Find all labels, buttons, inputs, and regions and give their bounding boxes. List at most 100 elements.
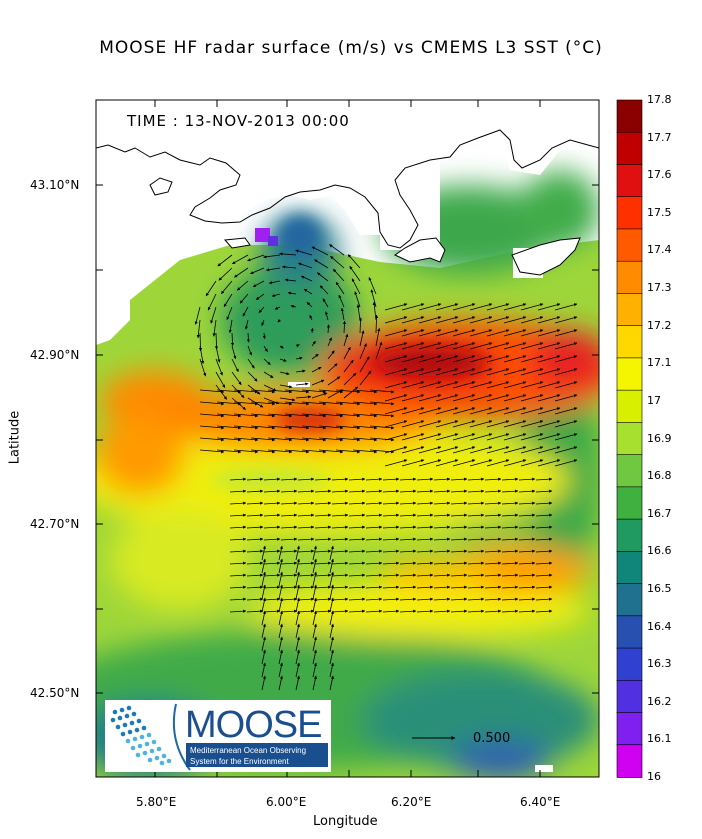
current-vector: [261, 558, 266, 574]
current-vector: [280, 609, 298, 613]
current-vector: [261, 649, 266, 665]
current-vector: [435, 355, 459, 363]
current-vector: [486, 329, 510, 337]
current-vector: [348, 549, 366, 553]
sst-field: [96, 100, 599, 777]
current-vector: [467, 609, 485, 613]
current-vector: [365, 525, 383, 529]
current-vector: [469, 446, 493, 454]
current-vector: [518, 585, 536, 589]
current-vector: [433, 537, 451, 541]
current-vector: [399, 501, 417, 505]
current-vector: [312, 610, 317, 626]
current-vector: [469, 329, 493, 337]
current-vector: [199, 389, 225, 394]
current-vector: [278, 571, 283, 587]
current-vector: [399, 597, 417, 601]
current-vector: [327, 337, 332, 347]
x-tick-label: 6.20°E: [391, 795, 432, 809]
current-vector: [231, 345, 237, 360]
current-vector: [484, 501, 502, 505]
current-vector: [229, 549, 247, 553]
current-vector: [220, 280, 233, 295]
current-vector: [278, 623, 283, 639]
current-vector: [399, 537, 417, 541]
current-vector: [382, 549, 400, 553]
current-vector: [263, 384, 277, 392]
current-vector: [287, 291, 297, 295]
colorbar-tick-label: 17.5: [647, 205, 672, 219]
current-vector: [263, 525, 281, 529]
current-vector: [503, 420, 527, 428]
current-vector: [330, 255, 345, 269]
current-vector: [280, 561, 298, 565]
current-vector: [503, 342, 527, 350]
current-vector: [486, 394, 510, 402]
current-vector: [295, 649, 300, 665]
current-vector: [433, 585, 451, 589]
current-vector: [215, 371, 226, 388]
current-vector: [433, 549, 451, 553]
current-vector: [435, 459, 459, 467]
current-vector: [263, 513, 281, 517]
current-vector: [518, 489, 536, 493]
current-vector: [452, 446, 476, 454]
current-vector: [399, 477, 417, 481]
current-vector: [331, 537, 349, 541]
current-vector: [216, 413, 242, 418]
current-vector: [263, 501, 281, 505]
current-vector: [229, 513, 247, 517]
chart-title: MOOSE HF radar surface (m/s) vs CMEMS L3…: [99, 38, 603, 58]
current-vector: [352, 413, 378, 418]
current-vector: [279, 397, 296, 402]
current-vector: [261, 636, 266, 652]
current-vector: [278, 584, 283, 600]
current-vector: [433, 501, 451, 505]
current-vector: [375, 341, 383, 360]
current-vector: [196, 319, 201, 339]
current-vector: [314, 537, 332, 541]
current-vector: [216, 425, 242, 430]
colorbar-swatch: [616, 131, 643, 166]
current-vector: [433, 513, 451, 517]
current-vector: [311, 366, 322, 373]
current-vector: [433, 489, 451, 493]
current-vector: [418, 433, 442, 441]
current-vector: [535, 609, 553, 613]
current-vector: [284, 449, 310, 454]
current-vector: [384, 420, 408, 428]
current-vector: [359, 343, 367, 360]
current-vector: [263, 477, 281, 481]
current-vector: [246, 489, 264, 493]
current-vector: [554, 433, 578, 441]
current-vector: [486, 459, 510, 467]
colorbar: [616, 99, 643, 778]
current-vector: [246, 549, 264, 553]
current-vector: [484, 549, 502, 553]
current-vector: [450, 513, 468, 517]
current-vector: [329, 649, 334, 665]
current-vector: [312, 571, 317, 587]
current-vector: [244, 319, 249, 330]
current-vector: [401, 420, 425, 428]
current-vector: [486, 433, 510, 441]
current-vector: [279, 252, 297, 256]
current-vector: [246, 537, 264, 541]
current-vector: [312, 558, 317, 574]
current-vector: [311, 379, 325, 386]
current-vector: [295, 395, 312, 399]
current-vector: [332, 268, 345, 282]
current-vector: [343, 346, 351, 360]
current-vector: [215, 345, 221, 363]
current-vector: [401, 446, 425, 454]
current-vector: [194, 306, 201, 325]
current-vector: [433, 477, 451, 481]
colorbar-tick-label: 17.7: [647, 130, 672, 144]
current-vector: [486, 303, 510, 311]
current-vector: [416, 597, 434, 601]
current-vector: [284, 389, 310, 394]
current-vector: [301, 401, 327, 406]
current-vector: [435, 316, 459, 324]
current-vector: [326, 324, 331, 334]
current-vector: [250, 389, 276, 394]
